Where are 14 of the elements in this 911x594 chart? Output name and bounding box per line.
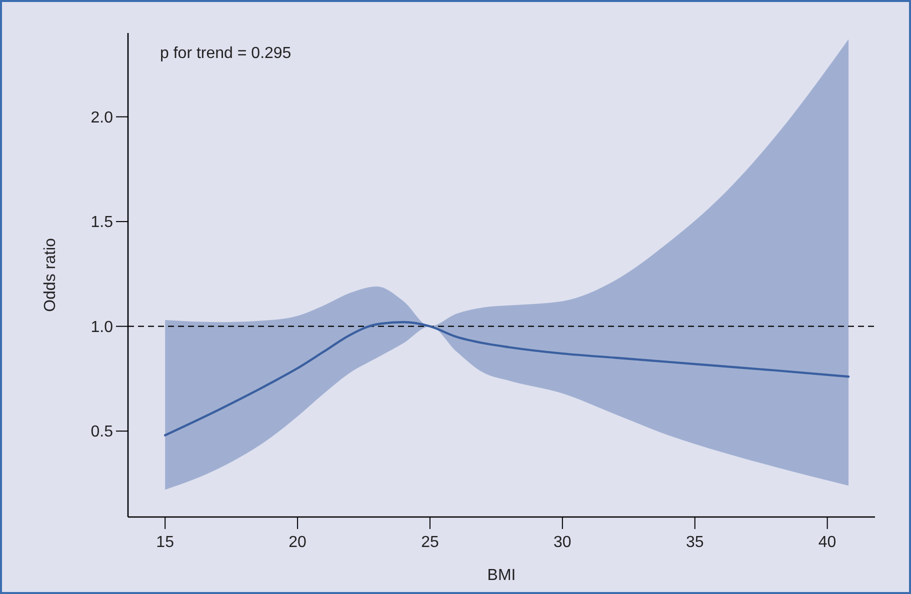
y-tick-label: 0.5	[90, 424, 114, 441]
y-axis-title: Odds ratio	[42, 238, 59, 312]
x-tick-label: 35	[686, 534, 704, 551]
y-tick-label: 1.0	[90, 318, 114, 336]
x-axis-title: BMI	[487, 567, 516, 584]
x-tick-label: 15	[156, 534, 174, 551]
x-tick-label: 25	[421, 534, 439, 551]
y-tick-label: 2.0	[90, 109, 114, 126]
annotation: p for trend = 0.295	[160, 45, 292, 62]
x-tick-label: 40	[818, 534, 836, 551]
x-tick-label: 20	[288, 534, 307, 551]
x-tick-label: 30	[554, 534, 572, 551]
y-tick-label: 1.5	[90, 214, 114, 232]
line-series	[164, 321, 850, 436]
